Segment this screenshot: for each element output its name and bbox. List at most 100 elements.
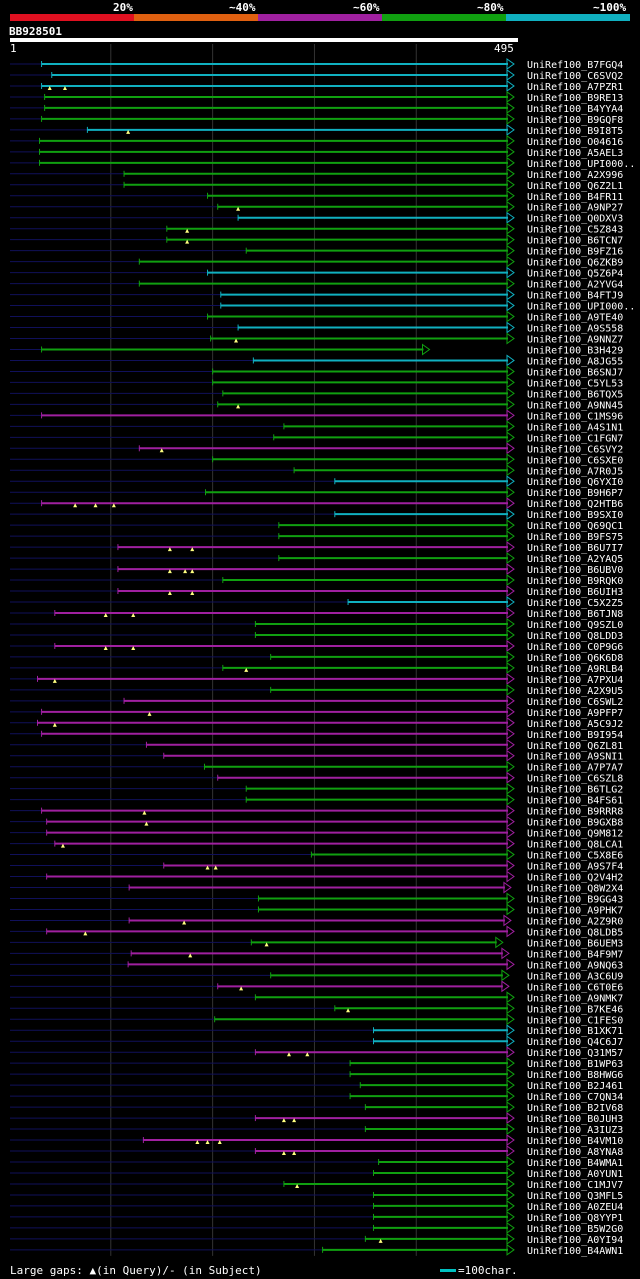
hit-label[interactable]: UniRef100_Q4C6J7 [527, 1037, 623, 1048]
hit-label[interactable]: UniRef100_B6TCN7 [527, 236, 623, 247]
hit-label[interactable]: UniRef100_Q9M812 [527, 829, 623, 840]
hit-label[interactable]: UniRef100_B9GXB8 [527, 818, 623, 829]
hit-label[interactable]: UniRef100_A0ZEU4 [527, 1202, 623, 1213]
hit-label[interactable]: UniRef100_A7PZR1 [527, 82, 623, 93]
hit-label[interactable]: UniRef100_A3C6U9 [527, 971, 623, 982]
hit-label[interactable]: UniRef100_C1MJV7 [527, 1180, 623, 1191]
hit-label[interactable]: UniRef100_Q31M57 [527, 1048, 623, 1059]
hit-label[interactable]: UniRef100_A2X9U5 [527, 686, 623, 697]
hit-label[interactable]: UniRef100_A0YUN1 [527, 1169, 623, 1180]
hit-label[interactable]: UniRef100_Q8LCA1 [527, 840, 623, 851]
hit-label[interactable]: UniRef100_B9FS75 [527, 532, 623, 543]
hit-label[interactable]: UniRef100_A3IUZ3 [527, 1125, 623, 1136]
hit-label[interactable]: UniRef100_B9RRR8 [527, 807, 623, 818]
hit-label[interactable]: UniRef100_Q8LDD3 [527, 631, 623, 642]
hit-label[interactable]: UniRef100_Q3MFL5 [527, 1191, 623, 1202]
hit-label[interactable]: UniRef100_C6SZL8 [527, 774, 623, 785]
hit-label[interactable]: UniRef100_B7KE46 [527, 1004, 623, 1015]
hit-label[interactable]: UniRef100_A9NQ63 [527, 960, 623, 971]
hit-label[interactable]: UniRef100_Q6K6D8 [527, 653, 623, 664]
hit-label[interactable]: UniRef100_B1XK71 [527, 1026, 623, 1037]
hit-label[interactable]: UniRef100_B9FZ16 [527, 247, 623, 258]
hit-label[interactable]: UniRef100_A9NNZ7 [527, 335, 623, 346]
hit-label[interactable]: UniRef100_B6UBV0 [527, 565, 623, 576]
hit-label[interactable]: UniRef100_A5C9J2 [527, 719, 623, 730]
hit-label[interactable]: UniRef100_A0YI94 [527, 1235, 623, 1246]
hit-label[interactable]: UniRef100_Q6YXI0 [527, 477, 623, 488]
hit-label[interactable]: UniRef100_Q8LDB5 [527, 927, 623, 938]
hit-label[interactable]: UniRef100_A4S1N1 [527, 422, 623, 433]
hit-label[interactable]: UniRef100_A9S7F4 [527, 862, 623, 873]
hit-label[interactable]: UniRef100_B3H429 [527, 345, 623, 356]
hit-label[interactable]: UniRef100_B0JUH3 [527, 1114, 623, 1125]
hit-label[interactable]: UniRef100_A8JG55 [527, 356, 623, 367]
hit-label[interactable]: UniRef100_B9I8T5 [527, 126, 623, 137]
hit-label[interactable]: UniRef100_A9TE40 [527, 313, 623, 324]
hit-label[interactable]: UniRef100_A2YVG4 [527, 280, 623, 291]
hit-label[interactable]: UniRef100_A9PHK7 [527, 905, 623, 916]
hit-label[interactable]: UniRef100_C5YL53 [527, 378, 623, 389]
hit-label[interactable]: UniRef100_C5X2Z5 [527, 598, 623, 609]
hit-label[interactable]: UniRef100_B9RE13 [527, 93, 623, 104]
hit-label[interactable]: UniRef100_A9PFP7 [527, 708, 623, 719]
hit-label[interactable]: UniRef100_A7P7A7 [527, 763, 623, 774]
hit-label[interactable]: UniRef100_A2X996 [527, 170, 623, 181]
hit-label[interactable]: UniRef100_Q2HTB6 [527, 499, 623, 510]
hit-label[interactable]: UniRef100_Q8YYP1 [527, 1213, 623, 1224]
hit-label[interactable]: UniRef100_O04616 [527, 137, 623, 148]
hit-label[interactable]: UniRef100_B4FTJ9 [527, 291, 623, 302]
hit-label[interactable]: UniRef100_B4YYA4 [527, 104, 623, 115]
hit-label[interactable]: UniRef100_A9RLB4 [527, 664, 623, 675]
hit-label[interactable]: UniRef100_Q0DXV3 [527, 214, 623, 225]
hit-label[interactable]: UniRef100_C7QN34 [527, 1092, 623, 1103]
hit-label[interactable]: UniRef100_B5W2G0 [527, 1224, 623, 1235]
hit-label[interactable]: UniRef100_B4F9M7 [527, 949, 623, 960]
hit-label[interactable]: UniRef100_C6SWL2 [527, 697, 623, 708]
hit-label[interactable]: UniRef100_Q69QC1 [527, 521, 623, 532]
hit-label[interactable]: UniRef100_B6TLG2 [527, 785, 623, 796]
hit-label[interactable]: UniRef100_B7FGQ4 [527, 60, 623, 71]
hit-label[interactable]: UniRef100_B9I954 [527, 730, 623, 741]
hit-label[interactable]: UniRef100_B6TQX5 [527, 389, 623, 400]
hit-label[interactable]: UniRef100_C6SXE0 [527, 455, 623, 466]
hit-label[interactable]: UniRef100_B9GG43 [527, 894, 623, 905]
hit-label[interactable]: UniRef100_C6SVQ2 [527, 71, 623, 82]
hit-label[interactable]: UniRef100_A7PXU4 [527, 675, 623, 686]
hit-label[interactable]: UniRef100_B6UEM3 [527, 938, 623, 949]
hit-label[interactable]: UniRef100_UPI000.. [527, 302, 635, 313]
hit-label[interactable]: UniRef100_A5AEL3 [527, 148, 623, 159]
hit-label[interactable]: UniRef100_A9NN45 [527, 400, 623, 411]
hit-label[interactable]: UniRef100_B6TJN8 [527, 609, 623, 620]
hit-label[interactable]: UniRef100_B2IV68 [527, 1103, 623, 1114]
hit-label[interactable]: UniRef100_B4FS61 [527, 796, 623, 807]
hit-label[interactable]: UniRef100_Q9SZL0 [527, 620, 623, 631]
hit-label[interactable]: UniRef100_A9S558 [527, 324, 623, 335]
hit-label[interactable]: UniRef100_B4AWN1 [527, 1246, 623, 1257]
hit-label[interactable]: UniRef100_Q6Z2L1 [527, 181, 623, 192]
hit-label[interactable]: UniRef100_B4WMA1 [527, 1158, 623, 1169]
hit-label[interactable]: UniRef100_B4FR11 [527, 192, 623, 203]
hit-label[interactable]: UniRef100_B8HWG6 [527, 1070, 623, 1081]
hit-label[interactable]: UniRef100_UPI000.. [527, 159, 635, 170]
hit-label[interactable]: UniRef100_B2J461 [527, 1081, 623, 1092]
hit-label[interactable]: UniRef100_C5X8E6 [527, 851, 623, 862]
hit-label[interactable]: UniRef100_B9RQK0 [527, 576, 623, 587]
hit-label[interactable]: UniRef100_B9GQF8 [527, 115, 623, 126]
hit-label[interactable]: UniRef100_C6T0E6 [527, 982, 623, 993]
hit-label[interactable]: UniRef100_B6U7I7 [527, 543, 623, 554]
hit-label[interactable]: UniRef100_C6SVY2 [527, 444, 623, 455]
hit-label[interactable]: UniRef100_C1FGN7 [527, 433, 623, 444]
hit-label[interactable]: UniRef100_Q6ZKB9 [527, 258, 623, 269]
hit-label[interactable]: UniRef100_B6SNJ7 [527, 367, 623, 378]
hit-label[interactable]: UniRef100_A9NP27 [527, 203, 623, 214]
hit-label[interactable]: UniRef100_Q8W2X4 [527, 884, 623, 895]
hit-label[interactable]: UniRef100_A2Z9R0 [527, 916, 623, 927]
hit-label[interactable]: UniRef100_C0P9G6 [527, 642, 623, 653]
hit-label[interactable]: UniRef100_B1WP63 [527, 1059, 623, 1070]
hit-label[interactable]: UniRef100_A7R0J5 [527, 466, 623, 477]
hit-label[interactable]: UniRef100_B4VM10 [527, 1136, 623, 1147]
hit-label[interactable]: UniRef100_A9SNI1 [527, 752, 623, 763]
hit-label[interactable]: UniRef100_B6UIH3 [527, 587, 623, 598]
hit-label[interactable]: UniRef100_A8YNA8 [527, 1147, 623, 1158]
hit-label[interactable]: UniRef100_C5Z843 [527, 225, 623, 236]
